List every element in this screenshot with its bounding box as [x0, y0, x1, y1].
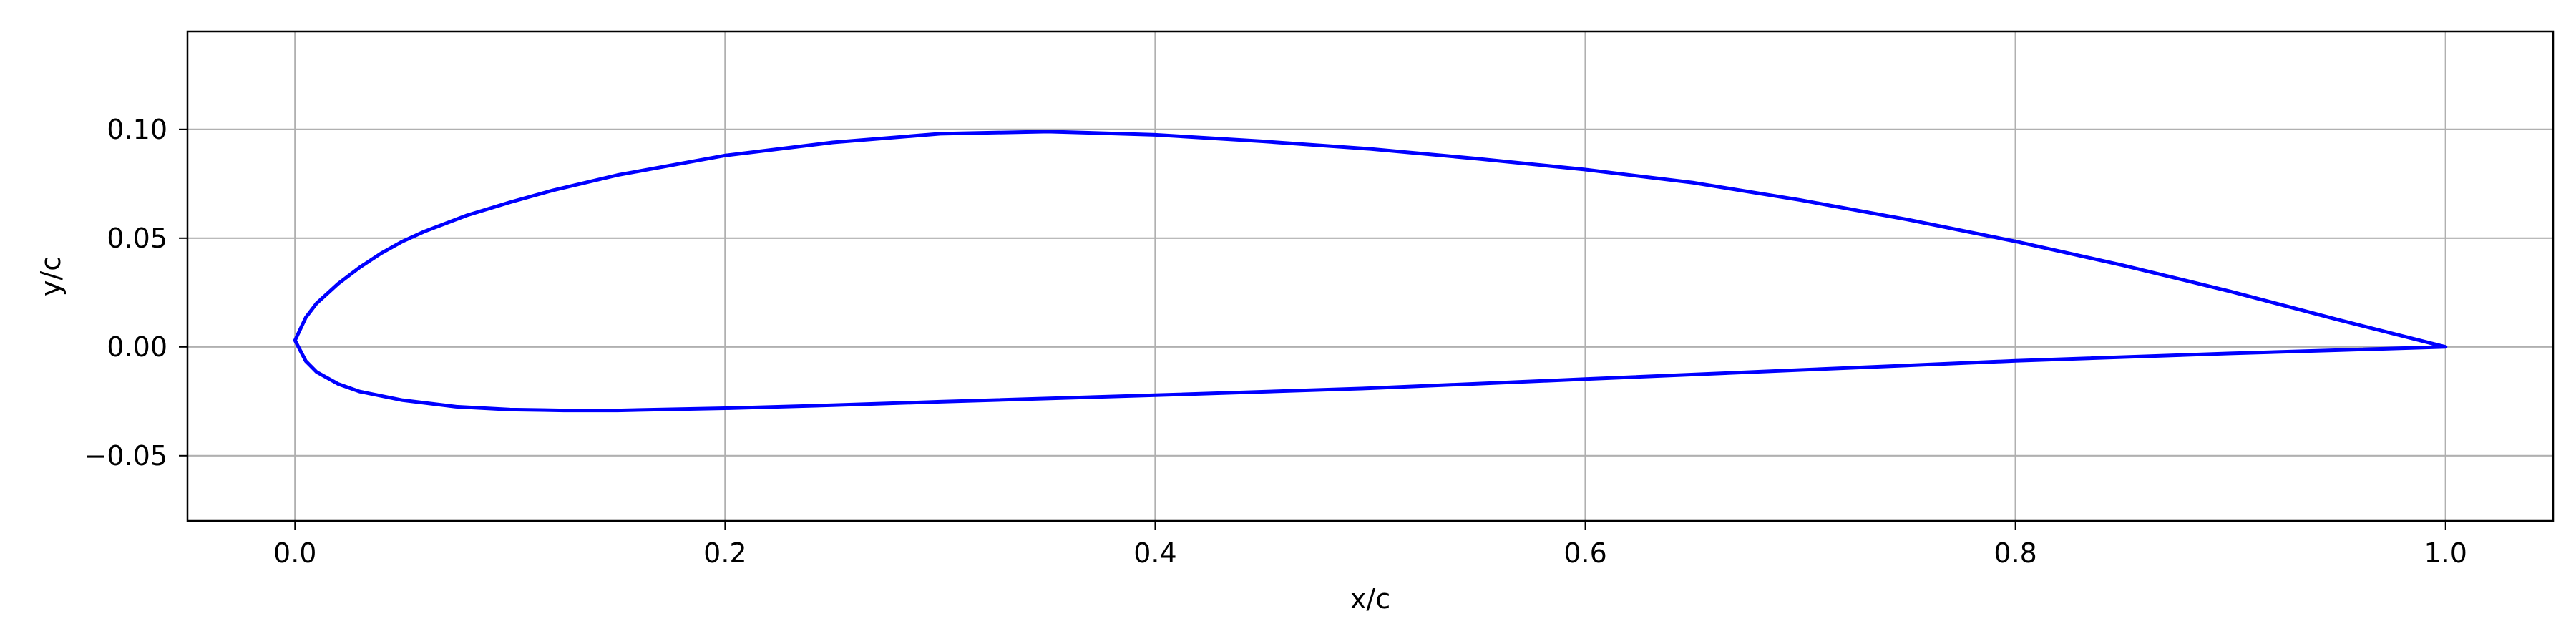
- x-tick-label: 0.2: [703, 537, 746, 569]
- series-layer: [293, 130, 2448, 413]
- y-tick-label: 0.00: [107, 331, 167, 363]
- x-tick-label: 0.6: [1563, 537, 1606, 569]
- x-tick-label: 0.4: [1133, 537, 1176, 569]
- x-tick-label: 0.0: [273, 537, 316, 569]
- x-axis-label: x/c: [1350, 583, 1390, 615]
- plot-frame: [186, 30, 2555, 522]
- airfoil-profile-line: [293, 130, 2448, 413]
- y-axis-label: y/c: [35, 256, 67, 296]
- x-tick-label: 0.8: [1994, 537, 2036, 569]
- grid: [187, 31, 2553, 521]
- y-tick-label: 0.10: [107, 114, 167, 145]
- x-tick-label: 1.0: [2424, 537, 2467, 569]
- y-tick-label: 0.05: [107, 223, 167, 254]
- ticks: 0.0 0.2 0.4 0.6 0.8 1.0 −0.05 0.00 0.05 0.10: [84, 114, 2467, 569]
- y-tick-label: −0.05: [84, 440, 167, 472]
